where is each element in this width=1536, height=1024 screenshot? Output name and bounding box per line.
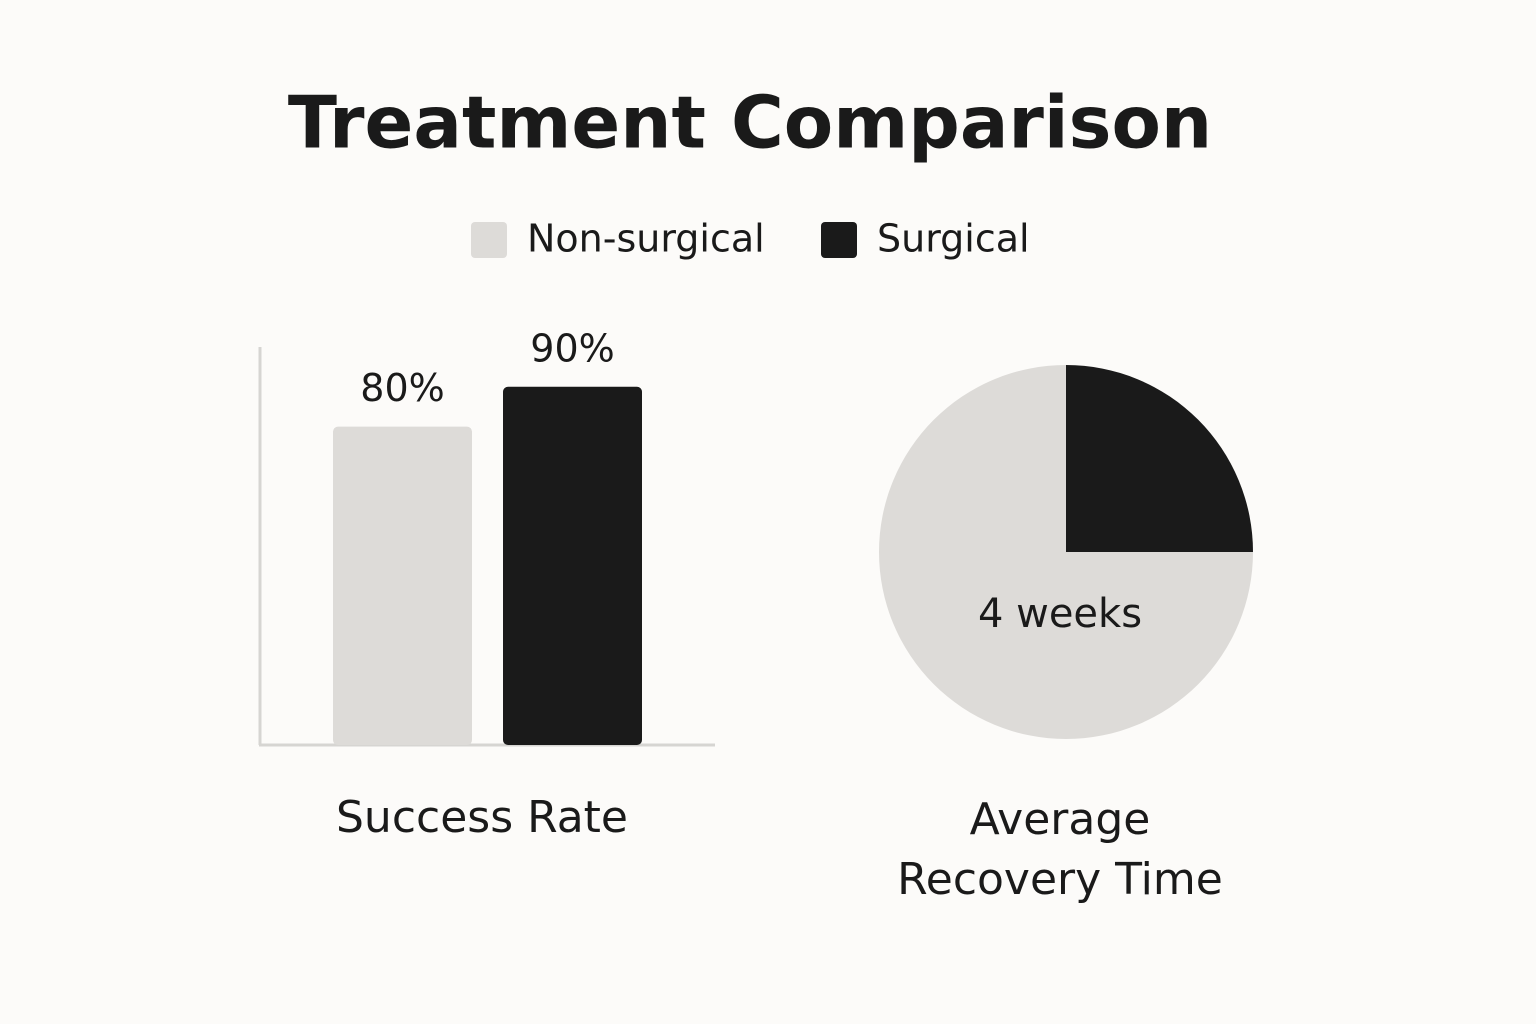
legend-label: Non-surgical	[527, 217, 765, 261]
chart-title: Treatment Comparison	[288, 81, 1212, 165]
legend-label: Surgical	[877, 217, 1030, 261]
bar	[333, 426, 472, 745]
legend-swatch	[821, 222, 857, 258]
pie-slice	[1066, 365, 1253, 552]
pie-annotation: 4 weeks	[978, 591, 1142, 637]
pie-title: Average Recovery Time	[897, 794, 1223, 905]
x-axis-label: Success Rate	[336, 792, 628, 843]
bar	[503, 386, 642, 745]
value-label: 90%	[530, 326, 614, 370]
legend-swatch	[471, 222, 507, 258]
value-label: 80%	[360, 366, 444, 410]
